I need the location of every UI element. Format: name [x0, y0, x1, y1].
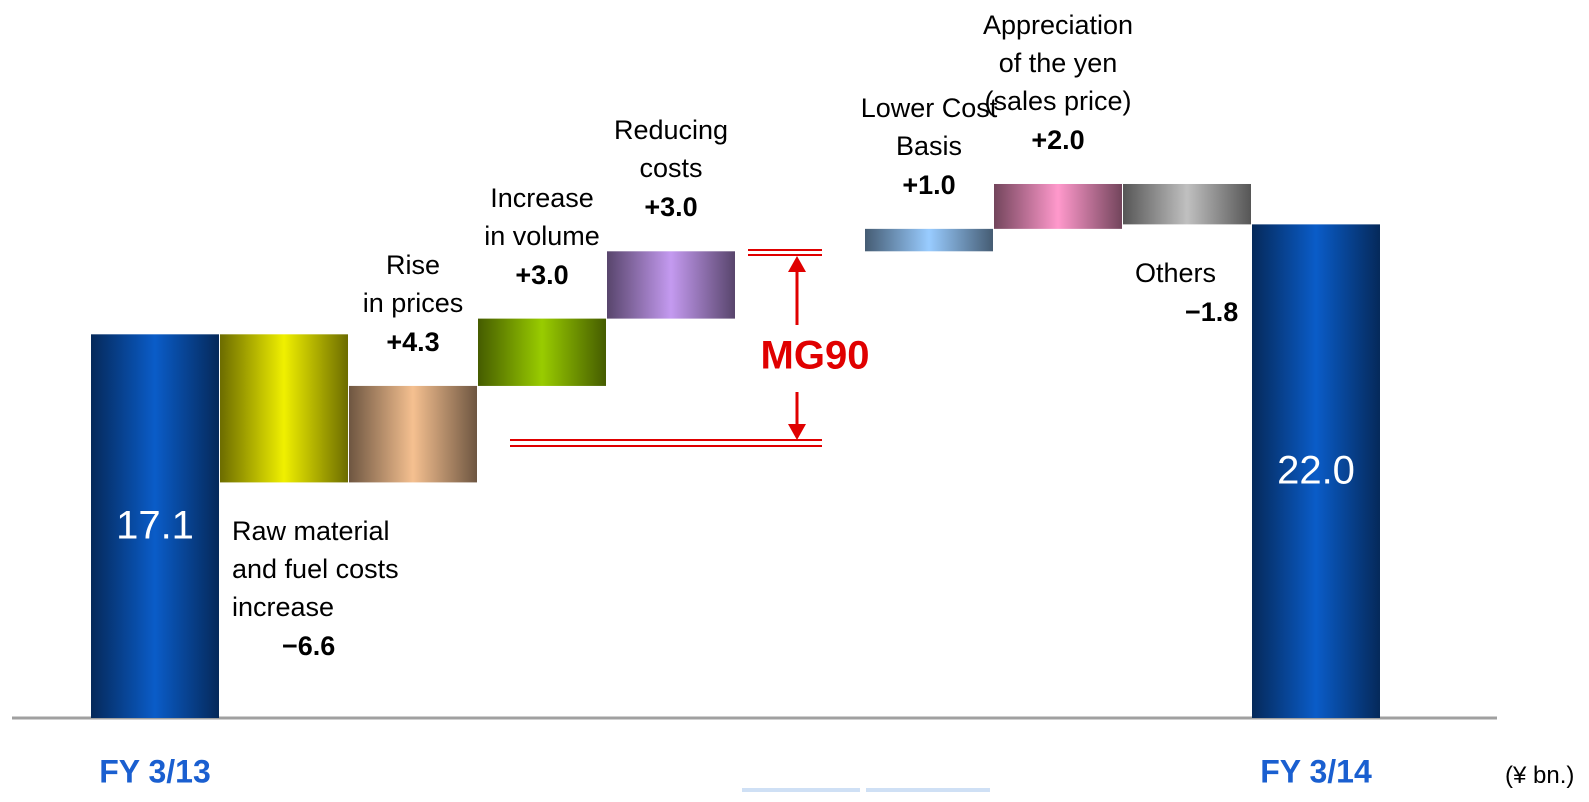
- label-group: Rise in prices +4.3: [363, 246, 464, 362]
- category-label: Lower Cost Basis: [860, 92, 998, 161]
- decoration: [866, 788, 990, 792]
- bar: [1123, 183, 1251, 225]
- value-label: 22.0: [1277, 448, 1355, 493]
- bar: [1252, 224, 1380, 718]
- value-label: +2.0: [1031, 124, 1085, 155]
- x-tick-label: FY 3/13: [99, 753, 211, 790]
- bar: [91, 334, 219, 718]
- bar: [865, 228, 993, 252]
- category-label: Increase in volume: [484, 182, 600, 251]
- value-label: 17.1: [116, 503, 194, 548]
- x-tick-label: FY 3/14: [1260, 753, 1372, 790]
- label-group: Appreciation of the yen (sales price) +2.…: [983, 6, 1133, 160]
- unit-label: (¥ bn.): [1505, 762, 1575, 789]
- value-label: −6.6: [282, 631, 336, 662]
- category-label: Rise in prices: [362, 249, 464, 318]
- label-group: Others −1.8: [1135, 254, 1238, 332]
- bar: [607, 251, 735, 319]
- label-group: Reducing costs +3.0: [614, 111, 728, 227]
- mg90-bracket: [510, 249, 822, 447]
- annotation: MG90: [761, 334, 870, 378]
- category-label: Raw material and fuel costs increase: [232, 516, 399, 623]
- label-group: Raw material and fuel costs increase −6.6: [232, 512, 399, 666]
- label-group: Lower Cost Basis +1.0: [861, 89, 998, 205]
- label-group: Increase in volume +3.0: [484, 179, 600, 295]
- bar: [478, 318, 606, 386]
- decoration: [742, 788, 860, 792]
- value-label: +3.0: [515, 259, 569, 290]
- value-label: +3.0: [644, 192, 698, 223]
- value-label: +1.0: [902, 169, 956, 200]
- value-label: −1.8: [1185, 297, 1239, 328]
- bar: [349, 385, 477, 483]
- bar: [220, 334, 348, 483]
- category-label: Others: [1135, 258, 1217, 289]
- bar: [994, 183, 1122, 229]
- value-label: +4.3: [386, 326, 440, 357]
- category-label: Reducing costs: [613, 115, 729, 184]
- category-label: Appreciation of the yen (sales price): [982, 9, 1134, 116]
